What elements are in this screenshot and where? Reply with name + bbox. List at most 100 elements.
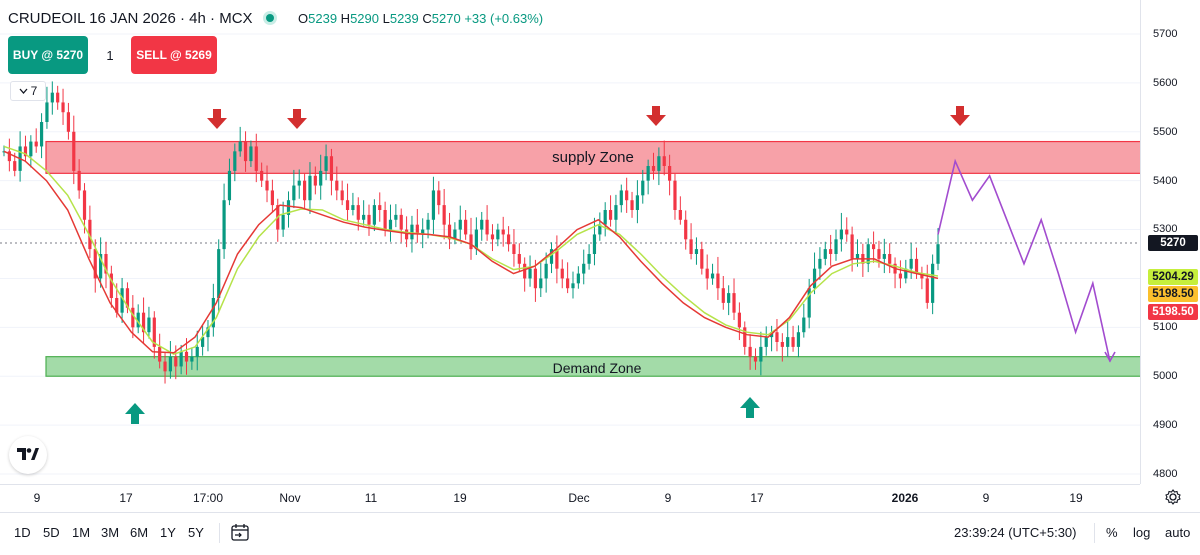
candle-body — [313, 175, 317, 186]
candle-body — [603, 210, 607, 225]
candle-body — [506, 234, 511, 245]
candle-body — [845, 229, 849, 235]
candle-body — [442, 205, 446, 225]
legend-toggle[interactable]: 7 — [10, 81, 46, 101]
range-5y[interactable]: 5Y — [188, 525, 204, 540]
candle-body — [721, 288, 725, 303]
candle-body — [812, 268, 817, 289]
open-key: O — [298, 11, 309, 26]
candle-body — [668, 166, 672, 181]
supply-zone[interactable] — [45, 140, 1143, 174]
time-axis[interactable]: 9 17 17:00 Nov 11 19 Dec 9 17 2026 9 19 — [0, 484, 1140, 513]
quantity-field[interactable]: 1 — [106, 48, 114, 63]
candle-body — [131, 307, 135, 328]
range-1d[interactable]: 1D — [14, 525, 31, 540]
sell-button[interactable]: SELL @ 5269 — [131, 36, 217, 74]
projection-path[interactable] — [937, 158, 1111, 362]
candle-body — [458, 219, 462, 230]
divider — [1094, 523, 1095, 543]
candle-body — [372, 205, 376, 225]
buy-arrow-icon[interactable] — [125, 403, 145, 424]
candle-body — [469, 234, 473, 250]
price-tick: 5400 — [1153, 175, 1178, 187]
candle-body — [238, 141, 242, 152]
range-6m[interactable]: 6M — [130, 525, 149, 540]
range-3m[interactable]: 3M — [101, 525, 120, 540]
candle-body — [345, 200, 350, 210]
candle-body — [281, 214, 285, 230]
candle-body — [319, 170, 323, 186]
buy-arrow-icon[interactable] — [740, 397, 760, 418]
candle-body — [496, 229, 500, 240]
price-chart[interactable]: supply Zone Demand Zone — [0, 0, 1143, 484]
candle-body — [163, 361, 167, 372]
candle-body — [426, 219, 430, 230]
candle-body — [308, 175, 312, 201]
candle-body — [839, 229, 843, 240]
candle-body — [286, 200, 291, 215]
tradingview-logo[interactable] — [9, 436, 47, 474]
chart-settings-icon[interactable] — [1164, 488, 1182, 506]
price-tick: 5500 — [1153, 126, 1178, 138]
price-axis[interactable]: 5700 5600 5500 5400 5300 5100 5000 4900 … — [1140, 0, 1200, 484]
log-toggle[interactable]: log — [1133, 525, 1151, 540]
candle-body — [260, 170, 264, 181]
candle-body — [786, 337, 790, 347]
chart-area[interactable]: supply Zone Demand Zone — [0, 0, 1143, 484]
high-value: 5290 — [350, 11, 379, 26]
candle-body — [50, 92, 54, 103]
range-1y[interactable]: 1Y — [160, 525, 176, 540]
candle-body — [388, 219, 393, 230]
candle-body — [796, 332, 801, 347]
candle-body — [206, 327, 210, 338]
candle-body — [340, 190, 344, 201]
candle-body — [549, 249, 554, 264]
sell-arrow-icon[interactable] — [287, 109, 307, 129]
candle-body — [898, 273, 903, 279]
candle-body — [641, 180, 645, 196]
clock-timezone[interactable]: 23:39:24 (UTC+5:30) — [954, 525, 1077, 540]
candle-body — [351, 205, 355, 210]
bottom-toolbar: 1D 5D 1M 3M 6M 1Y 5Y 23:39:24 (UTC+5:30)… — [0, 512, 1200, 555]
time-tick: 17 — [750, 491, 764, 505]
candle-body — [399, 214, 403, 230]
candle-body — [582, 263, 586, 274]
buy-button[interactable]: BUY @ 5270 — [8, 36, 88, 74]
percent-toggle[interactable]: % — [1106, 525, 1118, 540]
candle-body — [517, 254, 521, 264]
candle-body — [855, 254, 860, 259]
candle-body — [651, 166, 656, 171]
date-range-icon[interactable] — [229, 522, 251, 544]
auto-toggle[interactable]: auto — [1165, 525, 1191, 540]
candle-body — [678, 210, 682, 220]
sell-arrow-icon[interactable] — [950, 106, 970, 126]
candle-body — [753, 356, 758, 362]
candle-body — [222, 200, 226, 250]
candle-body — [7, 151, 11, 162]
candle-body — [88, 219, 92, 250]
sell-arrow-icon[interactable] — [207, 109, 227, 129]
current-price-tag: 5270 — [1148, 235, 1198, 251]
low-key: L — [382, 11, 390, 26]
time-tick: 11 — [364, 491, 378, 505]
candle-body — [936, 244, 940, 264]
supply-zone-label: supply Zone — [552, 149, 634, 166]
candle-body — [743, 327, 747, 347]
range-5d[interactable]: 5D — [43, 525, 60, 540]
candle-body — [23, 146, 28, 157]
indicator-count: 7 — [30, 84, 38, 98]
price-tick: 5700 — [1153, 28, 1178, 40]
candle-body — [802, 317, 806, 333]
sell-arrow-icon[interactable] — [646, 106, 666, 126]
candle-body — [727, 293, 731, 303]
range-1m[interactable]: 1M — [72, 525, 91, 540]
symbol-title[interactable]: CRUDEOIL 16 JAN 2026 · 4h · MCX — [8, 10, 253, 27]
time-tick: 17:00 — [192, 491, 224, 505]
candle-body — [115, 298, 119, 313]
candle-body — [764, 337, 768, 347]
candle-body — [394, 214, 398, 220]
projection-arrowhead-icon — [1104, 351, 1116, 363]
candle-body — [56, 92, 60, 103]
candle-body — [61, 102, 65, 113]
candle-body — [99, 254, 103, 279]
